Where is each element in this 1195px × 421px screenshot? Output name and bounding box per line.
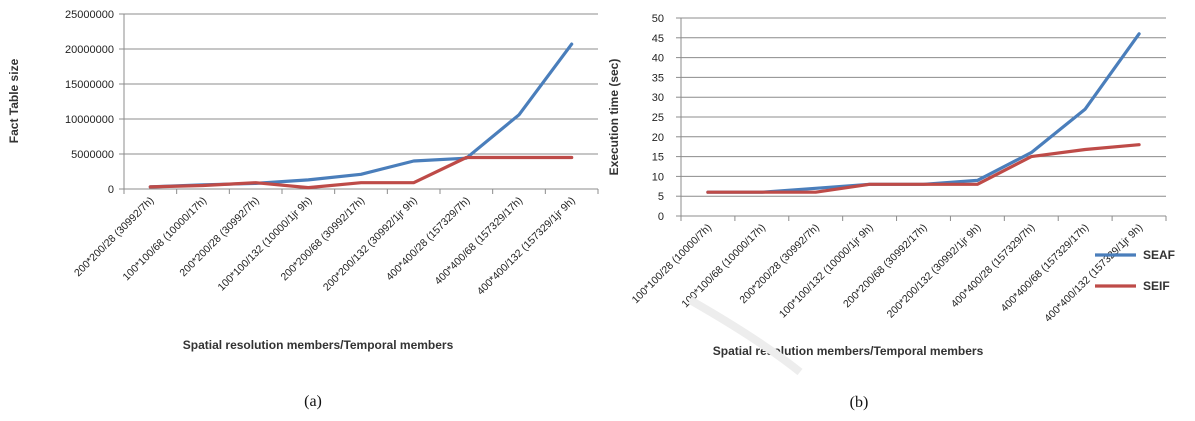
x-tick-label: 200*200/132 (30992/1jr 9h) (321, 195, 420, 294)
figure-caption: (b) (850, 394, 869, 411)
y-tick-label: 5 (658, 191, 664, 203)
x-tick-label: 400*400/68 (157329/17h) (999, 222, 1092, 315)
x-tick-label: 400*400/132 (157329/1jr 9h) (475, 195, 578, 298)
x-axis-title: Spatial resolution members/Temporal memb… (183, 338, 454, 352)
legend: SEAF SEIF (1095, 248, 1175, 293)
y-tick-label: 0 (108, 184, 114, 196)
y-tick-label: 5000000 (71, 149, 114, 161)
y-tick-label: 20 (652, 132, 664, 144)
y-tick-label: 10 (652, 171, 664, 183)
x-tick-label: 400*400/68 (157329/17h) (432, 195, 525, 288)
y-tick-label: 35 (652, 72, 664, 84)
y-tick-label: 25000000 (65, 9, 114, 21)
y-tick-label: 0 (658, 211, 664, 223)
legend-label-seaf: SEAF (1143, 248, 1175, 262)
figure-caption: (a) (304, 393, 322, 410)
y-tick-label: 50 (652, 13, 664, 25)
watermark-arc (688, 296, 803, 376)
y-tick-label: 40 (652, 53, 664, 65)
chart-a: 0 5000000 10000000 15000000 20000000 25000000… (7, 9, 599, 410)
x-tick-label: 400*400/132 (157329/1jr 9h) (1042, 222, 1145, 325)
y-tick-label: 15 (652, 152, 664, 164)
y-tick-label: 10000000 (65, 114, 114, 126)
x-tick-label: 100*100/132 (10000/1jr 9h) (216, 195, 315, 294)
series-line-seaf (148, 42, 574, 189)
y-tick-label: 20000000 (65, 44, 114, 56)
y-axis-title: Fact Table size (7, 58, 21, 143)
y-tick-label: 25 (652, 112, 664, 124)
x-axis-title: Spatial resolution members/Temporal memb… (713, 344, 984, 358)
y-axis-title: Execution time (sec) (607, 59, 621, 176)
series-line-seif (706, 143, 1141, 194)
y-tick-label: 45 (652, 33, 664, 45)
x-tick-label: 100*100/132 (10000/1jr 9h) (777, 222, 876, 321)
y-tick-label: 15000000 (65, 79, 114, 91)
legend-label-seif: SEIF (1143, 279, 1170, 293)
x-tick-label: 200*200/132 (30992/1jr 9h) (885, 222, 984, 321)
y-tick-label: 30 (652, 92, 664, 104)
